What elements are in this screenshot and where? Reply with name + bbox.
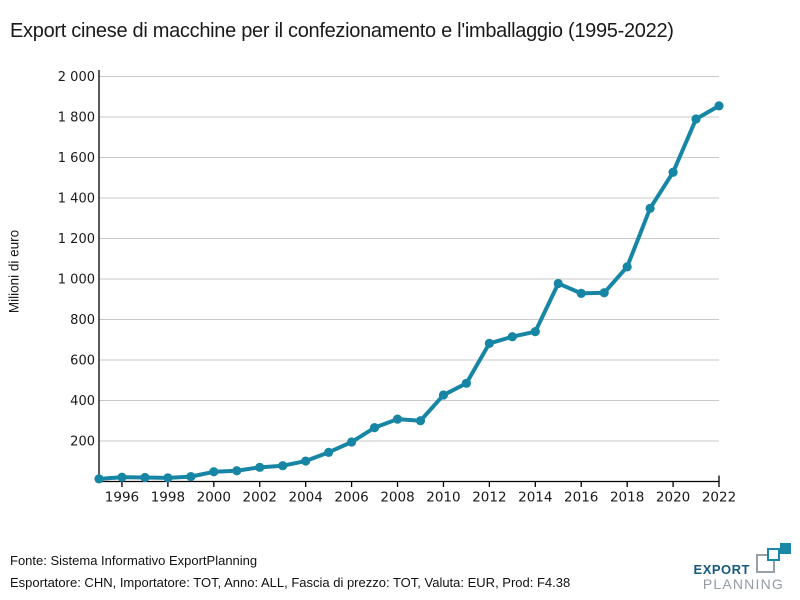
exportplanning-squares-icon (756, 543, 792, 577)
data-point (622, 262, 632, 272)
data-point (438, 390, 449, 400)
line-chart: 200 400 600 800 1 000 1 200 1 400 1 600 1 800 2 0… (58, 70, 736, 506)
data-point (714, 101, 724, 111)
x-tick-label: 2016 (564, 490, 598, 506)
x-tick-label: 2000 (197, 490, 231, 506)
footer: Fonte: Sistema Informativo ExportPlannin… (10, 550, 570, 594)
data-point (461, 378, 472, 388)
data-point (117, 472, 127, 482)
x-tick-label: 2012 (472, 490, 506, 506)
y-tick-label: 400 (70, 394, 95, 409)
footer-params-line: Esportatore: CHN, Importatore: TOT, Anno… (10, 575, 571, 590)
x-tick-label: 2020 (656, 490, 690, 506)
data-point (415, 416, 426, 426)
chart-title: Export cinese di macchine per il confezi… (10, 20, 674, 42)
y-tick-label: 1 000 (58, 273, 95, 288)
data-point (668, 167, 678, 177)
x-tick-label: 1996 (105, 490, 139, 506)
x-tick-label: 2008 (380, 490, 414, 506)
y-tick-label: 200 (70, 435, 95, 450)
data-point (691, 114, 701, 124)
y-tick-label: 1 600 (58, 151, 95, 166)
y-tick-label: 1 800 (58, 111, 95, 126)
data-point (140, 472, 150, 483)
x-tick-label: 2006 (334, 490, 368, 506)
data-point (645, 203, 655, 213)
x-tick-label: 1998 (151, 490, 185, 506)
data-point (484, 338, 494, 348)
y-tick-label: 1 200 (58, 232, 95, 247)
x-tick-label: 2004 (288, 490, 322, 506)
x-tick-label: 2022 (702, 490, 736, 506)
data-line (97, 103, 721, 481)
data-point (186, 472, 196, 482)
x-tick-label: 2018 (610, 490, 644, 506)
logo-teal-outline-square (767, 548, 780, 561)
logo-word-export: EXPORT (693, 562, 750, 577)
logo-teal-solid-square (780, 543, 791, 554)
data-point (278, 461, 288, 471)
data-point (530, 327, 540, 337)
x-tick-label: 2014 (518, 490, 552, 506)
data-point (392, 414, 403, 424)
y-tick-label: 800 (70, 313, 95, 328)
y-tick-label: 2 000 (58, 70, 95, 85)
data-point (232, 466, 242, 476)
data-point (369, 423, 380, 433)
data-point (346, 437, 357, 447)
y-tick-label: 600 (70, 354, 95, 369)
data-point (507, 332, 517, 342)
data-point (255, 462, 265, 472)
data-point (599, 288, 609, 298)
data-point (576, 288, 586, 298)
footer-source-line: Fonte: Sistema Informativo ExportPlannin… (10, 553, 258, 568)
y-tick-label: 1 400 (58, 192, 95, 207)
data-point (163, 473, 173, 483)
logo-word-planning: PLANNING (702, 576, 784, 592)
x-tick-label: 2002 (243, 490, 277, 506)
data-point (209, 467, 219, 477)
exportplanning-logo: EXPORT PLANNING (692, 543, 792, 593)
data-point (324, 447, 334, 457)
data-point (94, 474, 104, 484)
data-point (301, 456, 311, 466)
data-point (553, 278, 563, 289)
x-tick-label: 2010 (426, 490, 460, 506)
